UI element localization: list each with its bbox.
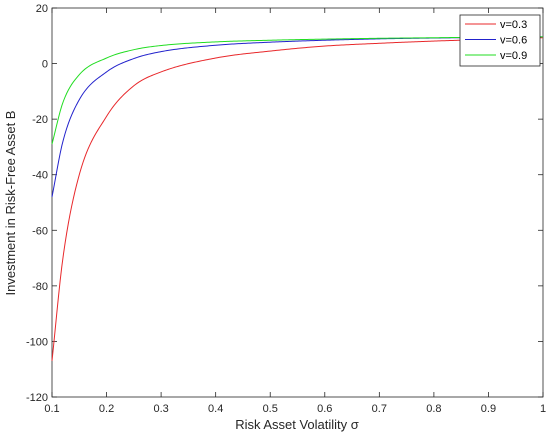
x-tick-label: 0.4 — [208, 403, 223, 415]
y-tick-label: -60 — [32, 225, 48, 237]
legend: v=0.3 v=0.6 v=0.9 — [459, 14, 541, 67]
y-tick-label: 20 — [36, 3, 48, 15]
y-axis-title: Investment in Risk-Free Asset B — [3, 111, 18, 296]
x-tick-label: 0.9 — [481, 403, 496, 415]
x-tick-label: 0.5 — [263, 403, 278, 415]
x-tick-label: 0.6 — [317, 403, 332, 415]
y-tick-label: -80 — [32, 281, 48, 293]
y-tick-label: 0 — [42, 59, 48, 71]
y-tick-label: -120 — [26, 392, 48, 404]
x-tick-label: 0.8 — [426, 403, 441, 415]
y-tick-label: -20 — [32, 114, 48, 126]
plot-area — [51, 7, 544, 398]
legend-label: v=0.6 — [500, 35, 527, 47]
legend-label: v=0.9 — [500, 50, 527, 62]
x-tick-label: 0.7 — [372, 403, 387, 415]
x-tick-label: 1 — [540, 403, 546, 415]
y-axis-ticks: -120 -100 -80 -60 -40 -20 0 20 — [26, 3, 543, 404]
legend-label: v=0.3 — [500, 19, 527, 31]
y-tick-label: -100 — [26, 336, 48, 348]
x-tick-label: 0.3 — [153, 403, 168, 415]
x-tick-label: 0.1 — [44, 403, 59, 415]
x-tick-label: 0.2 — [99, 403, 114, 415]
y-tick-label: -40 — [32, 170, 48, 182]
x-axis-ticks: 0.1 0.2 0.3 0.4 0.5 0.6 0.7 0.8 0.9 1 — [44, 8, 546, 415]
x-axis-title: Risk Asset Volatility σ — [235, 417, 359, 432]
